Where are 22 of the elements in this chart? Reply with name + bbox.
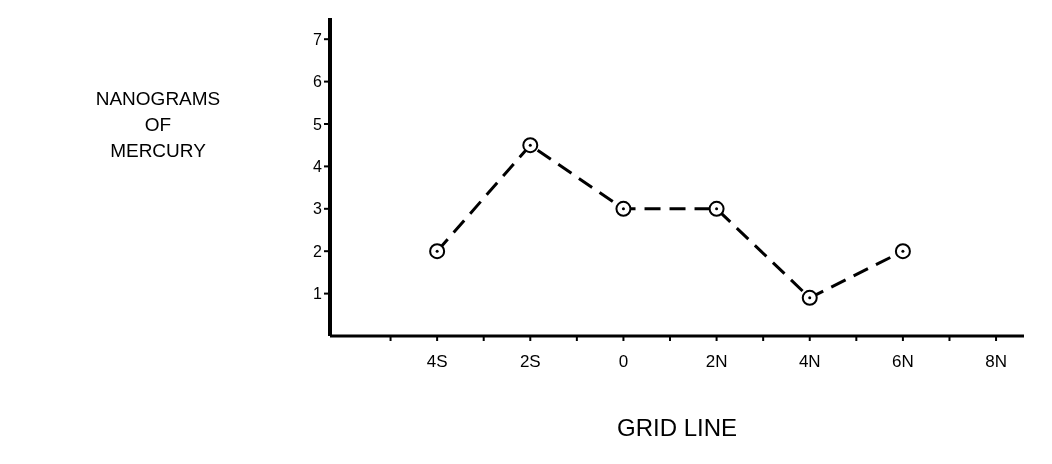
x-tick-label: 2N (705, 352, 728, 372)
x-tick-label: 4S (426, 352, 448, 372)
x-tick-label: 0 (618, 352, 629, 372)
y-tick-label: 7 (313, 30, 323, 48)
point (615, 200, 632, 217)
x-axis-title: GRID LINE (616, 414, 738, 441)
y-tick-label: 2 (313, 242, 323, 260)
y-tick-label: 1 (313, 285, 323, 303)
y-tick-label: 4 (313, 158, 323, 176)
y-axis-title: NANOGRAMS OF MERCURY (95, 88, 221, 162)
point (894, 243, 911, 260)
x-tick-label: 2S (519, 352, 541, 372)
x-tick-label: 6N (892, 352, 914, 372)
y-tick-label: 3 (313, 200, 323, 218)
y-tick-label: 5 (313, 115, 323, 133)
point (429, 243, 446, 260)
y-tick-label: 6 (313, 73, 323, 91)
x-tick-label: 4N (798, 352, 821, 372)
point (522, 137, 539, 154)
point (801, 289, 818, 306)
x-tick-label: 8N (985, 352, 1007, 372)
point (708, 200, 725, 217)
